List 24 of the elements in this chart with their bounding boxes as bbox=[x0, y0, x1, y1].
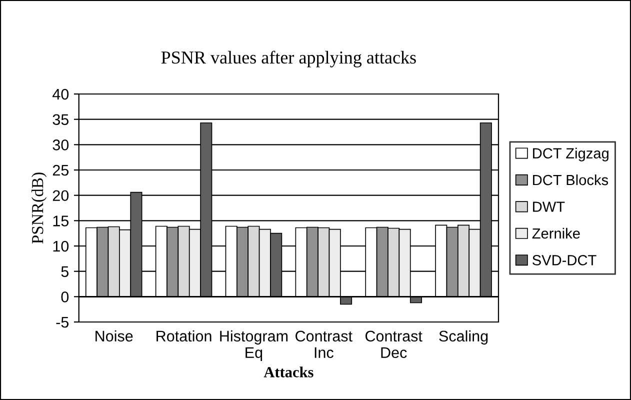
legend-label: DCT Zigzag bbox=[533, 148, 608, 162]
legend-label: DCT Blocks bbox=[533, 174, 608, 186]
x-tick-label: Scaling bbox=[439, 330, 488, 345]
y-axis-title: PSNR(dB) bbox=[31, 172, 47, 244]
y-tick-label: 0 bbox=[61, 292, 69, 302]
legend-label: SVD-DCT bbox=[532, 255, 596, 266]
y-tick-label: 25 bbox=[52, 164, 69, 176]
x-tick-label: Contrast Dec bbox=[365, 330, 422, 358]
x-tick-label: Contrast Inc bbox=[296, 330, 352, 358]
y-tick-label: 15 bbox=[53, 216, 69, 226]
y-tick-label: 30 bbox=[52, 140, 69, 150]
legend-label: DWT bbox=[533, 202, 565, 212]
x-tick-label: Noise bbox=[96, 330, 133, 342]
x-tick-label: Rotation bbox=[156, 330, 212, 342]
x-axis-title: Attacks bbox=[264, 366, 314, 378]
y-tick-label: 10 bbox=[53, 240, 69, 252]
legend-label: Zernike bbox=[532, 228, 580, 239]
chart-title: PSNR values after applying attacks bbox=[161, 50, 416, 68]
x-tick-label: Histogram Eq bbox=[220, 330, 288, 362]
y-tick-label: 20 bbox=[52, 190, 69, 202]
y-tick-label: 40 bbox=[52, 88, 69, 100]
y-tick-label: 5 bbox=[61, 266, 69, 278]
y-tick-label: 35 bbox=[52, 114, 69, 126]
y-tick-label: -5 bbox=[56, 317, 69, 328]
